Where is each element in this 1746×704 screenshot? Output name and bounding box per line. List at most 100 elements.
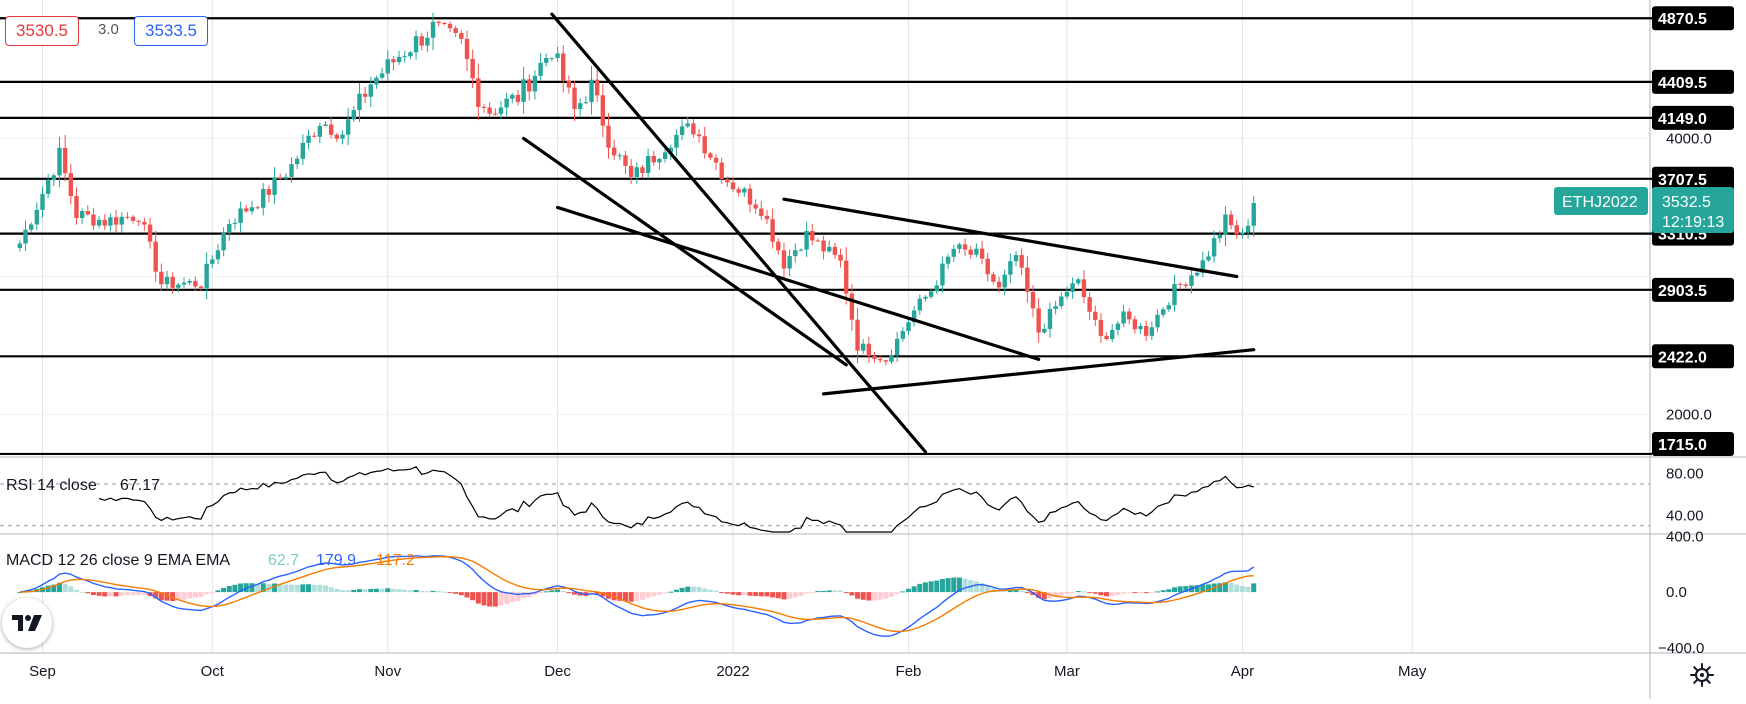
macd-histogram-bar: [277, 583, 283, 593]
candle-body: [651, 155, 656, 163]
macd-histogram-bar: [1002, 591, 1008, 593]
trendlines[interactable]: [521, 12, 1256, 454]
candle-body: [91, 214, 96, 226]
macd-histogram-bar: [883, 592, 889, 599]
macd-histogram-bar: [764, 592, 770, 597]
trendline: [821, 348, 1256, 396]
macd-histogram-bar: [334, 588, 340, 593]
macd-histogram-bar: [543, 591, 549, 593]
candle-body: [985, 258, 990, 275]
spread-value: 3.0: [98, 21, 119, 38]
macd-histogram-bar: [187, 592, 193, 599]
candle-body: [1223, 214, 1228, 235]
macd-tick-label: −400.0: [1658, 640, 1704, 657]
macd-pane: MACD 12 26 close 9 EMA EMA 62.7 179.9 117.2: [6, 552, 1257, 638]
macd-histogram-bar: [685, 586, 691, 593]
x-tick-label: Apr: [1231, 663, 1254, 680]
candle-body: [894, 338, 900, 356]
macd-histogram-bar: [1172, 587, 1177, 593]
candle-body: [130, 216, 136, 221]
macd-histogram-bar: [498, 592, 504, 606]
macd-histogram-bar: [1036, 592, 1042, 598]
candle-body: [261, 189, 266, 208]
candle-body: [396, 56, 402, 63]
candle-body: [1251, 203, 1256, 226]
macd-histogram-bar: [1183, 586, 1189, 593]
level-price-tag: [1652, 166, 1734, 191]
bid-price-box[interactable]: 3530.5: [5, 16, 79, 46]
level-price-tag-label: 3707.5: [1658, 172, 1707, 189]
candle-body: [419, 36, 424, 46]
candle-body: [249, 207, 255, 212]
candle-body: [849, 293, 855, 320]
macd-histogram-bar: [79, 591, 85, 593]
rsi-legend-label: RSI 14 close: [6, 477, 97, 494]
candle-body: [306, 135, 311, 143]
macd-histogram-bar: [51, 584, 57, 593]
candle-body: [945, 256, 951, 264]
candle-body: [1093, 311, 1098, 320]
macd-line: [19, 555, 1255, 638]
candle-body: [798, 249, 804, 251]
macd-histogram-bar: [164, 592, 170, 601]
macd-histogram-bar: [753, 592, 759, 597]
level-price-tag-label: 1715.0: [1658, 437, 1707, 454]
candle-body: [1002, 274, 1007, 288]
candle-body: [1138, 326, 1143, 330]
level-price-tag-label: 2422.0: [1658, 349, 1707, 366]
macd-histogram-bar: [385, 588, 391, 593]
tradingview-logo[interactable]: [2, 598, 52, 648]
macd-histogram-bar: [362, 589, 368, 593]
macd-legend-histogram-value: 62.7: [268, 552, 299, 569]
macd-histogram-bar: [198, 592, 204, 597]
candle-body: [1070, 283, 1075, 292]
settings-gear-icon[interactable]: [1690, 663, 1714, 687]
x-tick-label: Nov: [374, 663, 401, 680]
macd-histogram-bar: [396, 589, 402, 593]
candle-body: [362, 93, 368, 97]
candle-body: [753, 204, 758, 209]
macd-histogram-bar: [119, 592, 125, 596]
macd-histogram-bar: [1024, 592, 1030, 594]
macd-histogram-bar: [549, 590, 555, 593]
horizontal-levels[interactable]: [0, 17, 1652, 456]
candle-body: [164, 276, 170, 285]
macd-histogram-bar: [1075, 591, 1081, 593]
candle-body: [793, 250, 798, 257]
macd-histogram-bar: [787, 592, 793, 599]
macd-histogram-bar: [702, 588, 708, 593]
candle-body: [1217, 234, 1222, 239]
macd-histogram-bar: [809, 592, 815, 594]
macd-histogram-bar: [628, 592, 634, 602]
candle-body: [430, 21, 436, 38]
candle-body: [838, 254, 843, 261]
macd-histogram-bar: [815, 591, 821, 593]
candle-body: [1087, 297, 1092, 312]
candle-body: [62, 147, 68, 174]
candle-body: [832, 246, 838, 255]
candle-body: [1149, 327, 1155, 336]
ask-price-box[interactable]: 3533.5: [134, 16, 208, 46]
macd-histogram-bar: [594, 592, 600, 595]
macd-histogram-bar: [572, 592, 578, 595]
candle-body: [221, 232, 226, 251]
candle-body: [413, 36, 419, 53]
candle-body: [1036, 308, 1041, 333]
macd-histogram-bar: [283, 584, 289, 593]
candle-body: [198, 286, 204, 289]
macd-histogram-bar: [673, 589, 679, 593]
trendline: [550, 12, 928, 454]
candle-body: [40, 193, 45, 210]
macd-histogram-bar: [741, 592, 747, 596]
candle-body: [272, 177, 277, 195]
candle-body: [351, 110, 356, 120]
candle-body: [713, 157, 719, 163]
candle-body: [934, 285, 939, 292]
macd-histogram-bar: [481, 592, 487, 606]
macd-histogram-bar: [877, 592, 883, 600]
macd-histogram-bar: [922, 582, 928, 593]
price-tags: 4870.54409.54149.03707.53310.52903.52422…: [1554, 6, 1734, 456]
level-price-tag: [1652, 69, 1734, 94]
